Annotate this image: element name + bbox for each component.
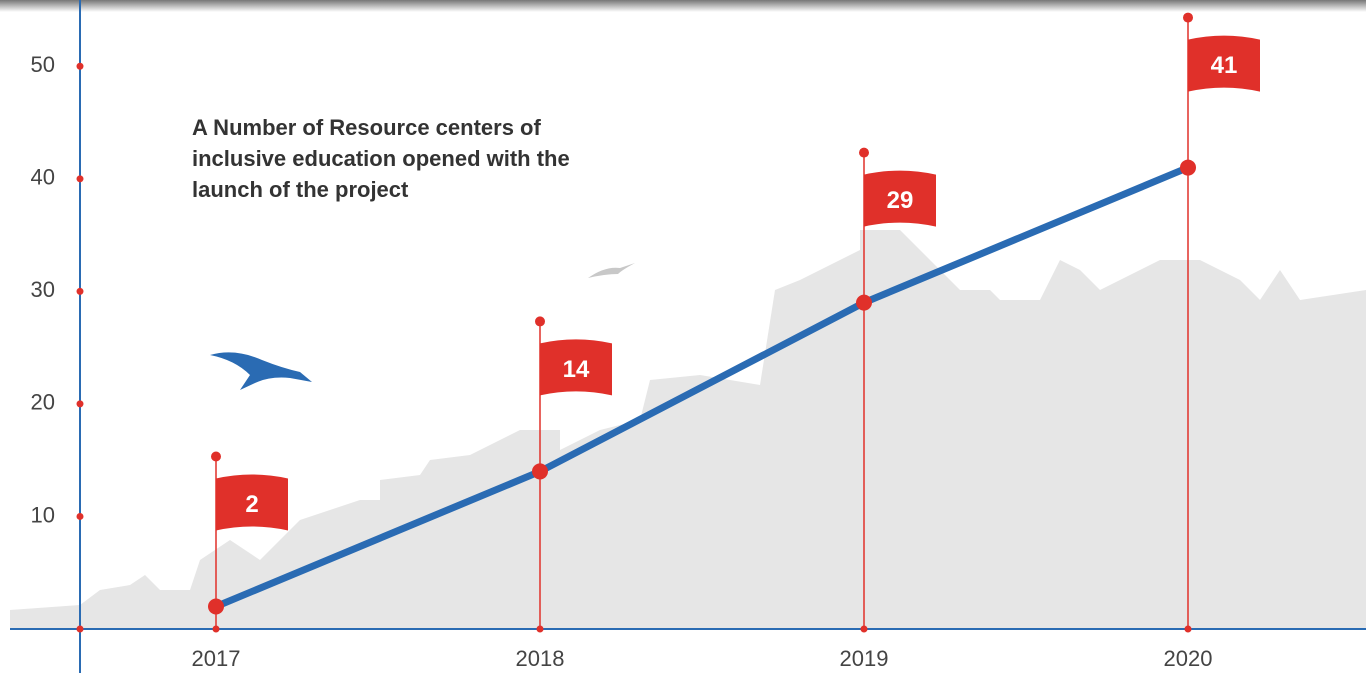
flag-top — [1183, 13, 1193, 23]
y-tick-label: 20 — [31, 390, 55, 415]
y-tick-label: 40 — [31, 165, 55, 190]
y-tick-mark — [77, 175, 84, 182]
x-tick-mark — [1185, 626, 1192, 633]
x-tick-mark — [537, 626, 544, 633]
flag-top — [859, 148, 869, 158]
flag-top — [535, 316, 545, 326]
x-tick-label: 2020 — [1164, 646, 1213, 671]
flag-label: 2 — [245, 491, 258, 518]
x-tick-mark — [213, 626, 220, 633]
data-point — [208, 598, 224, 614]
data-point — [856, 295, 872, 311]
chart: 10 20 30 40 50 2 2017 14 2018 29 2019 41 2020 — [0, 0, 1366, 673]
flag-label: 29 — [887, 187, 914, 214]
y-tick-label: 50 — [31, 52, 55, 77]
x-tick-label: 2019 — [840, 646, 889, 671]
x-tick-label: 2018 — [516, 646, 565, 671]
chart-title: A Number of Resource centers of inclusiv… — [192, 112, 592, 205]
flag-label: 14 — [563, 356, 590, 383]
flag-label: 41 — [1211, 52, 1238, 79]
flag-top — [211, 451, 221, 461]
axis-origin — [77, 626, 84, 633]
bird-small — [588, 263, 635, 278]
y-tick-label: 30 — [31, 277, 55, 302]
data-point — [532, 463, 548, 479]
x-tick-mark — [861, 626, 868, 633]
skyline — [10, 230, 1366, 629]
y-tick-label: 10 — [31, 502, 55, 527]
x-tick-label: 2017 — [192, 646, 241, 671]
page: 10 20 30 40 50 2 2017 14 2018 29 2019 41 2020 A Numb… — [0, 0, 1366, 673]
top-shadow — [0, 0, 1366, 12]
y-tick-mark — [77, 63, 84, 70]
bird-large — [210, 352, 312, 390]
y-tick-mark — [77, 400, 84, 407]
data-point — [1180, 160, 1196, 176]
y-tick-mark — [77, 513, 84, 520]
y-tick-mark — [77, 288, 84, 295]
